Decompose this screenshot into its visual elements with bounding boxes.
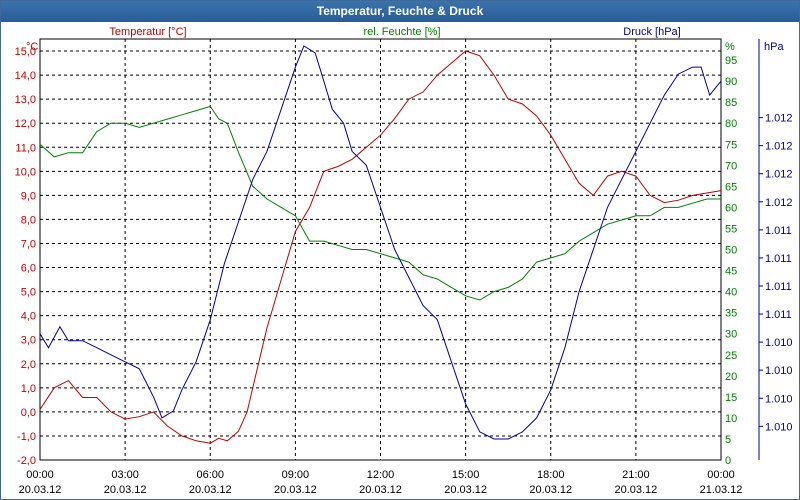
- temperature-tick-label: 4,0: [21, 311, 36, 323]
- temperature-tick-label: 3,0: [21, 335, 36, 347]
- x-tick-date-label: 20.03.12: [104, 484, 147, 496]
- humidity-tick-label: 60: [725, 202, 737, 214]
- humidity-tick-label: 65: [725, 181, 737, 193]
- humidity-tick-label: 85: [725, 97, 737, 109]
- series-line-humidity: [39, 105, 721, 301]
- humidity-tick-label: 50: [725, 245, 737, 257]
- x-tick-time-label: 00:00: [707, 469, 735, 481]
- series-line-pressure: [39, 45, 722, 440]
- temperature-tick-label: 8,0: [21, 214, 36, 226]
- pressure-unit-label: hPa: [764, 41, 784, 53]
- temperature-tick-label: -2,0: [17, 455, 36, 467]
- temperature-tick-label: 15,0: [15, 46, 36, 58]
- x-tick-time-label: 09:00: [282, 469, 310, 481]
- pressure-tick-label: 1.012: [765, 169, 793, 181]
- x-tick-time-label: 03:00: [111, 469, 139, 481]
- temperature-tick-label: 6,0: [21, 263, 36, 275]
- humidity-tick-label: 90: [725, 76, 737, 88]
- temperature-tick-label: 14,0: [15, 70, 36, 82]
- temperature-tick-label: 2,0: [21, 359, 36, 371]
- pressure-tick-label: 1.011: [765, 281, 792, 293]
- pressure-tick-label: 1.010: [765, 337, 793, 349]
- temperature-tick-label: 7,0: [21, 238, 36, 250]
- humidity-tick-label: 5: [725, 434, 731, 446]
- temperature-tick-label: 12,0: [15, 118, 36, 130]
- temperature-tick-label: 11,0: [15, 142, 36, 154]
- temperature-tick-label: -1,0: [17, 431, 36, 443]
- humidity-tick-label: 40: [725, 287, 737, 299]
- humidity-tick-label: 95: [725, 55, 737, 67]
- temperature-tick-label: 13,0: [15, 94, 36, 106]
- pressure-tick-label: 1.012: [765, 113, 793, 125]
- humidity-tick-label: 25: [725, 350, 737, 362]
- humidity-tick-label: 80: [725, 118, 737, 130]
- humidity-tick-label: 45: [725, 266, 737, 278]
- pressure-tick-label: 1.010: [765, 421, 793, 433]
- temperature-unit-label: °C: [26, 41, 38, 53]
- pressure-tick-label: 1.012: [765, 141, 793, 153]
- x-tick-time-label: 00:00: [26, 469, 54, 481]
- x-tick-date-label: 20.03.12: [274, 484, 317, 496]
- x-tick-time-label: 18:00: [537, 469, 565, 481]
- temperature-tick-label: 9,0: [21, 190, 36, 202]
- humidity-tick-label: 20: [725, 371, 737, 383]
- humidity-tick-label: 55: [725, 223, 737, 235]
- temperature-axis-title: Temperatur [°C]: [109, 26, 186, 38]
- temperature-tick-label: 1,0: [21, 383, 36, 395]
- humidity-tick-label: 35: [725, 308, 737, 320]
- series-line-temperature: [39, 50, 722, 444]
- humidity-axis-title: rel. Feuchte [%]: [363, 26, 440, 38]
- x-tick-date-label: 20.03.12: [19, 484, 62, 496]
- humidity-unit-label: %: [725, 41, 735, 53]
- pressure-tick-label: 1.010: [765, 393, 793, 405]
- x-tick-date-label: 20.03.12: [444, 484, 487, 496]
- window-title: Temperatur, Feuchte & Druck: [1, 1, 799, 22]
- pressure-axis-title: Druck [hPa]: [623, 26, 680, 38]
- x-tick-time-label: 06:00: [196, 469, 224, 481]
- x-tick-date-label: 20.03.12: [614, 484, 657, 496]
- pressure-tick-label: 1.011: [765, 309, 792, 321]
- humidity-tick-label: 10: [725, 413, 737, 425]
- humidity-tick-label: 75: [725, 139, 737, 151]
- pressure-tick-label: 1.011: [765, 253, 792, 265]
- x-tick-date-label: 20.03.12: [189, 484, 232, 496]
- pressure-tick-label: 1.011: [765, 225, 792, 237]
- x-tick-date-label: 20.03.12: [529, 484, 572, 496]
- x-tick-date-label: 20.03.12: [359, 484, 402, 496]
- x-tick-time-label: 21:00: [622, 469, 650, 481]
- pressure-tick-label: 1.010: [765, 365, 793, 377]
- temperature-tick-label: 5,0: [21, 287, 36, 299]
- pressure-tick-label: 1.012: [765, 197, 793, 209]
- humidity-tick-label: 15: [725, 392, 737, 404]
- temperature-tick-label: 10,0: [15, 166, 36, 178]
- x-tick-time-label: 12:00: [367, 469, 395, 481]
- humidity-tick-label: 30: [725, 329, 737, 341]
- humidity-tick-label: 0: [725, 455, 731, 467]
- x-tick-time-label: 15:00: [452, 469, 480, 481]
- temperature-tick-label: 0,0: [21, 407, 36, 419]
- x-tick-date-label: 21.03.12: [700, 484, 743, 496]
- humidity-tick-label: 70: [725, 160, 737, 172]
